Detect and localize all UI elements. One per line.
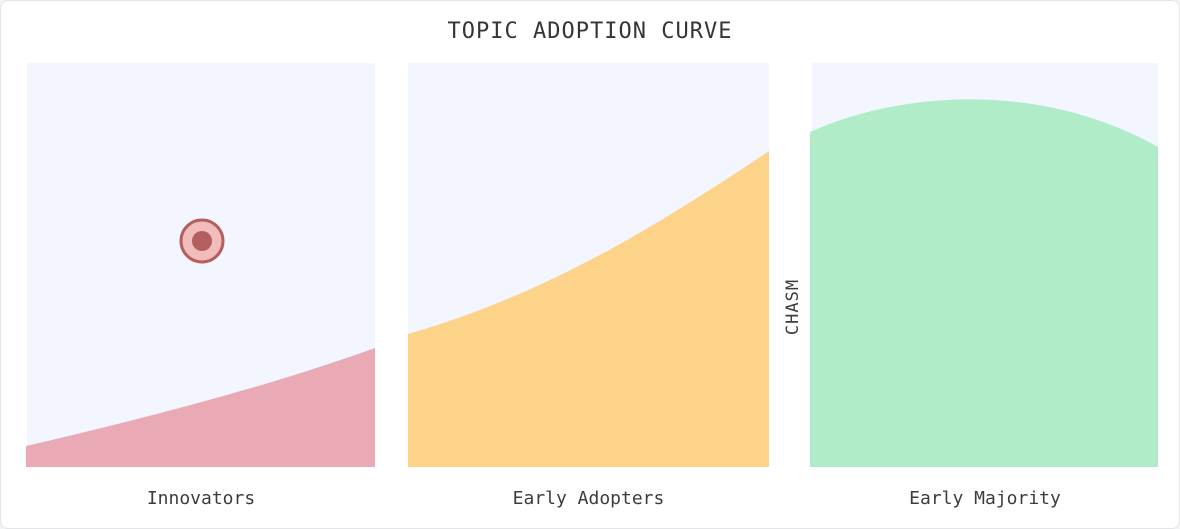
innovators-curve-area: [26, 348, 375, 467]
diagram-title: TOPIC ADOPTION CURVE: [447, 19, 733, 44]
early-adopters-curve-area: [408, 151, 769, 467]
current-position-marker: [179, 218, 225, 264]
early-majority-curve-area: [810, 99, 1158, 467]
chasm-label: CHASM: [783, 278, 803, 336]
innovators-label: Innovators: [146, 488, 256, 509]
early-adopters-label: Early Adopters: [512, 488, 665, 509]
early-majority-label: Early Majority: [909, 488, 1061, 509]
